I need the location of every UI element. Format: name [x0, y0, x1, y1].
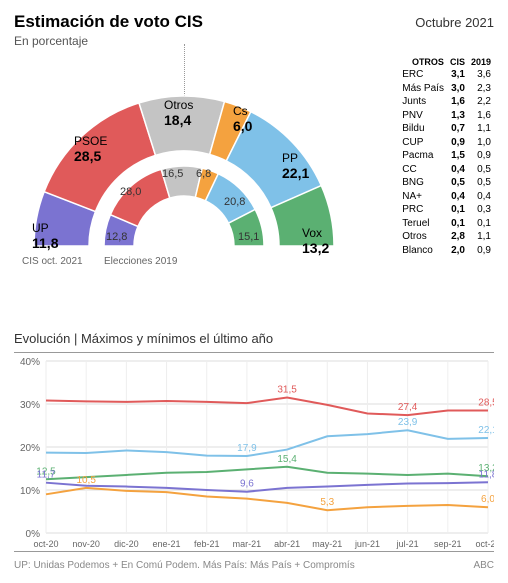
chart-container: Estimación de voto CIS Octubre 2021 En p… [0, 0, 508, 583]
svg-text:jun-21: jun-21 [354, 539, 380, 549]
svg-text:17,9: 17,9 [237, 443, 257, 454]
svg-text:nov-20: nov-20 [72, 539, 100, 549]
svg-text:10%: 10% [20, 486, 40, 497]
svg-text:40%: 40% [20, 357, 40, 368]
label-psoe: PSOE28,5 [74, 134, 107, 165]
svg-text:6,0: 6,0 [481, 494, 494, 505]
source: ABC [473, 560, 494, 571]
svg-text:oct-20: oct-20 [33, 539, 58, 549]
label-pp: PP22,1 [282, 151, 309, 182]
svg-text:30%: 30% [20, 400, 40, 411]
inner-value: 16,5 [162, 168, 183, 180]
svg-text:23,9: 23,9 [398, 417, 418, 428]
inner-value: 15,1 [238, 231, 259, 243]
svg-text:ene-21: ene-21 [153, 539, 181, 549]
inner-value: 6,8 [196, 168, 211, 180]
svg-text:oct-21: oct-21 [475, 539, 494, 549]
label-up: UP11,8 [32, 221, 58, 252]
evolution-title: Evolución | Máximos y mínimos el último … [14, 331, 494, 346]
subtitle: En porcentaje [14, 34, 494, 48]
date: Octubre 2021 [415, 15, 494, 30]
svg-text:sep-21: sep-21 [434, 539, 462, 549]
label-cs: Cs6,0 [233, 104, 252, 135]
footer: UP: Unidas Podemos + En Comú Podem. Más … [14, 560, 494, 571]
others-table: OTROSCIS2019ERC3,13,6Más País3,02,3Junts… [399, 56, 494, 257]
line-svg: 0%10%20%30%40%oct-20nov-20dic-20ene-21fe… [14, 353, 494, 553]
svg-text:mar-21: mar-21 [233, 539, 262, 549]
inner-value: 12,8 [106, 231, 127, 243]
svg-text:31,5: 31,5 [277, 385, 297, 396]
inner-value: 28,0 [120, 186, 141, 198]
label-vox: Vox13,2 [302, 226, 329, 257]
inner-value: 20,8 [224, 196, 245, 208]
svg-text:20%: 20% [20, 443, 40, 454]
svg-text:abr-21: abr-21 [274, 539, 300, 549]
svg-text:28,5: 28,5 [478, 397, 494, 408]
svg-text:11,8: 11,8 [479, 469, 494, 480]
svg-text:dic-20: dic-20 [114, 539, 139, 549]
line-chart: 0%10%20%30%40%oct-20nov-20dic-20ene-21fe… [14, 352, 494, 552]
svg-text:jul-21: jul-21 [396, 539, 419, 549]
legend-inner: Elecciones 2019 [104, 256, 177, 267]
footnote: UP: Unidas Podemos + En Comú Podem. Más … [14, 560, 355, 571]
donut-chart: UP11,8 PSOE28,5 Otros18,4 Cs6,0 PP22,1 V… [14, 56, 494, 321]
svg-text:9,6: 9,6 [240, 479, 254, 490]
legend-outer: CIS oct. 2021 [22, 256, 83, 267]
svg-text:22,1: 22,1 [478, 425, 494, 436]
svg-text:feb-21: feb-21 [194, 539, 220, 549]
svg-text:27,4: 27,4 [398, 402, 418, 413]
svg-text:5,3: 5,3 [320, 497, 334, 508]
title: Estimación de voto CIS [14, 12, 203, 32]
svg-text:10,5: 10,5 [76, 475, 96, 486]
label-otros: Otros18,4 [164, 98, 193, 129]
header: Estimación de voto CIS Octubre 2021 [14, 12, 494, 32]
svg-text:15,4: 15,4 [277, 454, 297, 465]
svg-text:may-21: may-21 [312, 539, 342, 549]
svg-text:11,7: 11,7 [37, 470, 56, 481]
